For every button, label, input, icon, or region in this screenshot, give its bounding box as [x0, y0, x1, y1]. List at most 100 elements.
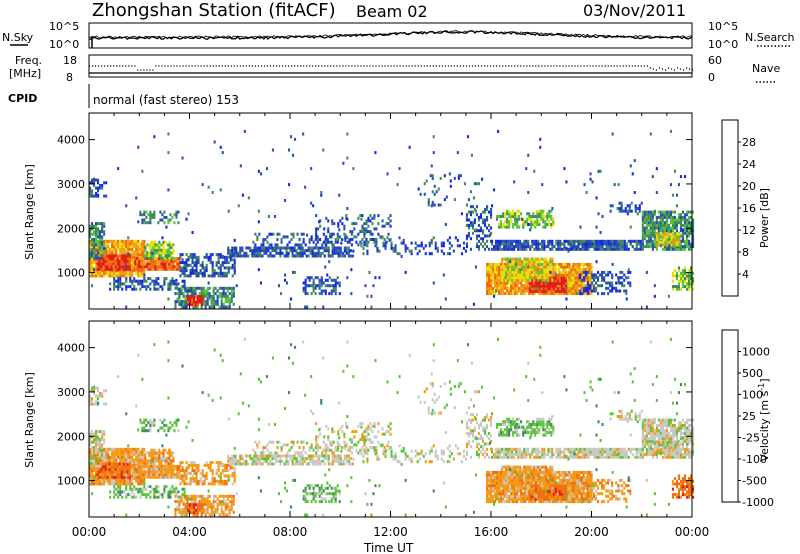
heatmap-cell [96, 475, 99, 479]
heatmap-cell [433, 203, 436, 207]
heatmap-cell [377, 214, 380, 218]
heatmap-cell [555, 273, 558, 277]
heatmap-cell [219, 263, 222, 267]
heatmap-cell [158, 262, 161, 266]
heatmap-cell [347, 251, 350, 255]
heatmap-cell [527, 245, 530, 249]
heatmap-cell [109, 455, 112, 459]
heatmap-cell [97, 243, 100, 247]
heatmap-cell [315, 230, 318, 234]
heatmap-cell [649, 221, 652, 225]
heatmap-cell [505, 268, 508, 272]
heatmap-cell [168, 262, 171, 266]
heatmap-cell [162, 248, 165, 252]
heatmap-cell [120, 462, 123, 466]
heatmap-cell [110, 265, 113, 269]
heatmap-cell [139, 287, 142, 291]
heatmap-cell [95, 245, 98, 249]
heatmap-cell [223, 271, 226, 275]
heatmap-cell [573, 239, 576, 243]
heatmap-cell [166, 267, 169, 271]
heatmap-cell [404, 246, 407, 250]
heatmap-cell [524, 292, 527, 296]
heatmap-cell [638, 207, 641, 210]
heatmap-cell [170, 470, 173, 474]
heatmap-cell [284, 199, 287, 202]
heatmap-cell [148, 473, 151, 477]
heatmap-cell [183, 266, 186, 270]
heatmap-cell [679, 287, 682, 291]
heatmap-cell [306, 284, 309, 288]
heatmap-cell [595, 286, 598, 290]
heatmap-cell [220, 297, 223, 301]
heatmap-cell [175, 282, 178, 286]
heatmap-cell [482, 239, 485, 243]
heatmap-cell [562, 265, 565, 269]
heatmap-cell [310, 276, 313, 280]
heatmap-cell [692, 242, 695, 246]
heatmap-cell [141, 479, 144, 483]
heatmap-cell [475, 245, 478, 249]
heatmap-cell [675, 271, 678, 275]
heatmap-cell [471, 205, 474, 209]
heatmap-cell [475, 237, 478, 241]
heatmap-cell [517, 247, 520, 251]
heatmap-cell [160, 451, 163, 455]
heatmap-cell [128, 473, 131, 477]
heatmap-cell [161, 287, 164, 291]
heatmap-cell [216, 300, 219, 304]
heatmap-cell [580, 284, 583, 288]
heatmap-cell [526, 281, 529, 285]
heatmap-cell [647, 221, 650, 225]
heatmap-cell [121, 271, 124, 275]
heatmap-cell [135, 271, 138, 275]
heatmap-cell [371, 238, 374, 241]
heatmap-cell [641, 213, 644, 217]
heatmap-cell [107, 458, 110, 462]
heatmap-cell [117, 242, 120, 246]
heatmap-cell [112, 465, 115, 469]
heatmap-cell [390, 244, 393, 248]
heatmap-cell [95, 254, 98, 257]
heatmap-cell [459, 174, 462, 178]
heatmap-cell [139, 495, 142, 499]
heatmap-cell [582, 292, 585, 296]
heatmap-cell [587, 292, 590, 296]
heatmap-cell [667, 245, 670, 249]
heatmap-cell [111, 453, 114, 457]
heatmap-cell [125, 455, 128, 459]
heatmap-cell [227, 270, 230, 274]
heatmap-cell [584, 292, 587, 296]
heatmap-cell [636, 212, 639, 216]
heatmap-cell [641, 234, 644, 238]
heatmap-cell [574, 262, 577, 266]
heatmap-cell [559, 242, 562, 246]
heatmap-cell [521, 268, 524, 272]
heatmap-cell [486, 215, 489, 219]
heatmap-cell [129, 453, 132, 457]
heatmap-cell [611, 276, 614, 280]
heatmap-cell [651, 221, 654, 225]
heatmap-cell [659, 226, 662, 230]
heatmap-cell [593, 242, 596, 246]
heatmap-cell [292, 232, 295, 236]
heatmap-cell [686, 282, 689, 286]
heatmap-cell [127, 285, 130, 289]
heatmap-cell [556, 292, 559, 296]
heatmap-cell [117, 247, 120, 251]
heatmap-cell [398, 236, 401, 240]
heatmap-cell [176, 300, 179, 304]
heatmap-cell [580, 286, 583, 290]
heatmap-cell [123, 242, 126, 246]
heatmap-cell [166, 459, 169, 463]
heatmap-cell [684, 215, 687, 219]
heatmap-cell [141, 279, 144, 283]
heatmap-cell [89, 258, 92, 262]
heatmap-cell [292, 270, 295, 274]
heatmap-cell [113, 242, 116, 246]
heatmap-cell [566, 292, 569, 296]
heatmap-cell [631, 172, 634, 176]
heatmap-cell [450, 244, 453, 248]
heatmap-cell [182, 292, 185, 296]
heatmap-cell [148, 467, 151, 471]
